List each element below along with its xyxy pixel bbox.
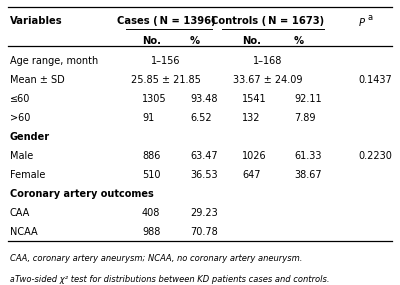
Text: 1026: 1026	[242, 151, 267, 161]
Text: Controls ( N = 1673): Controls ( N = 1673)	[212, 16, 324, 26]
Text: 0.1437: 0.1437	[358, 75, 392, 85]
Text: 1–168: 1–168	[253, 56, 283, 66]
Text: 0.2230: 0.2230	[358, 151, 392, 161]
Text: %: %	[190, 36, 200, 46]
Text: $\mathit{P}$: $\mathit{P}$	[358, 16, 366, 28]
Text: 647: 647	[242, 170, 260, 180]
Text: 63.47: 63.47	[190, 151, 218, 161]
Text: 91: 91	[142, 113, 154, 123]
Text: 1305: 1305	[142, 94, 167, 104]
Text: 38.67: 38.67	[294, 170, 322, 180]
Text: 93.48: 93.48	[190, 94, 218, 104]
Text: 36.53: 36.53	[190, 170, 218, 180]
Text: 61.33: 61.33	[294, 151, 322, 161]
Text: Mean ± SD: Mean ± SD	[10, 75, 65, 85]
Text: Variables: Variables	[10, 16, 63, 26]
Text: 92.11: 92.11	[294, 94, 322, 104]
Text: Age range, month: Age range, month	[10, 56, 98, 66]
Text: 25.85 ± 21.85: 25.85 ± 21.85	[131, 75, 201, 85]
Text: No.: No.	[142, 36, 161, 46]
Text: Male: Male	[10, 151, 33, 161]
Text: ≤60: ≤60	[10, 94, 30, 104]
Text: 132: 132	[242, 113, 260, 123]
Text: No.: No.	[242, 36, 261, 46]
Text: >60: >60	[10, 113, 30, 123]
Text: 886: 886	[142, 151, 160, 161]
Text: 408: 408	[142, 208, 160, 218]
Text: CAA, coronary artery aneurysm; NCAA, no coronary artery aneurysm.: CAA, coronary artery aneurysm; NCAA, no …	[10, 254, 302, 262]
Text: Coronary artery outcomes: Coronary artery outcomes	[10, 189, 154, 199]
Text: 510: 510	[142, 170, 160, 180]
Text: 33.67 ± 24.09: 33.67 ± 24.09	[233, 75, 303, 85]
Text: 6.52: 6.52	[190, 113, 212, 123]
Text: a: a	[10, 275, 15, 284]
Text: 988: 988	[142, 227, 160, 237]
Text: Female: Female	[10, 170, 45, 180]
Text: 1–156: 1–156	[151, 56, 181, 66]
Text: Cases ( N = 1396): Cases ( N = 1396)	[117, 16, 215, 26]
Text: 7.89: 7.89	[294, 113, 316, 123]
Text: a: a	[367, 13, 372, 23]
Text: CAA: CAA	[10, 208, 30, 218]
Text: Gender: Gender	[10, 132, 50, 142]
Text: 29.23: 29.23	[190, 208, 218, 218]
Text: Two-sided χ² test for distributions between KD patients cases and controls.: Two-sided χ² test for distributions betw…	[15, 275, 330, 284]
Text: 1541: 1541	[242, 94, 267, 104]
Text: %: %	[294, 36, 304, 46]
Text: NCAA: NCAA	[10, 227, 38, 237]
Text: 70.78: 70.78	[190, 227, 218, 237]
